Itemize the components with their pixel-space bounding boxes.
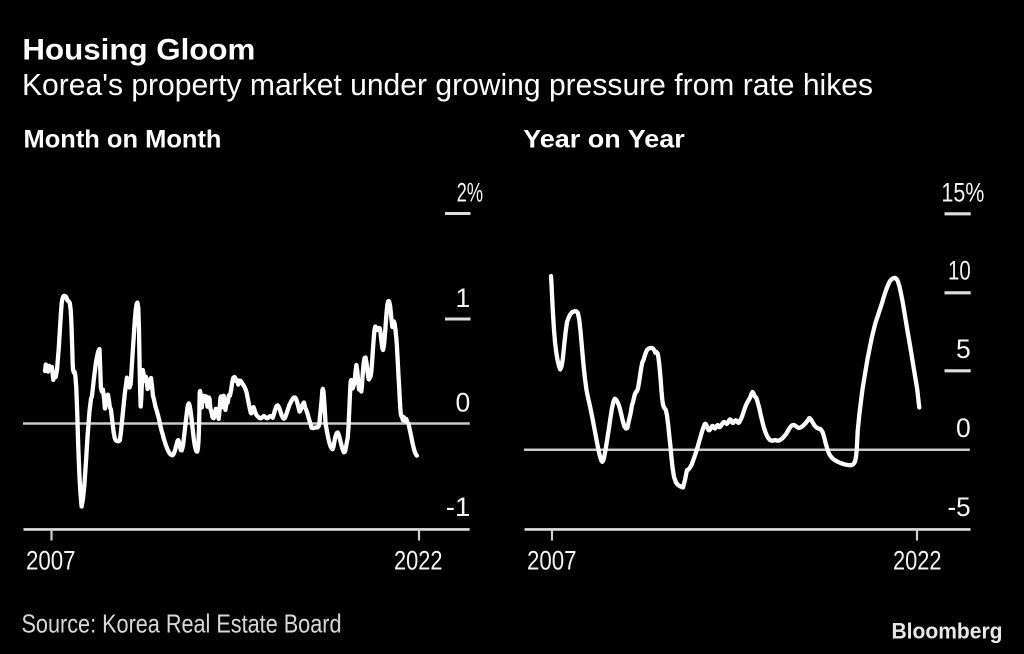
svg-text:2022: 2022 — [893, 545, 942, 575]
svg-text:2%: 2% — [457, 177, 484, 207]
svg-text:5: 5 — [956, 334, 971, 364]
svg-text:Month on Month: Month on Month — [24, 125, 222, 153]
svg-text:-5: -5 — [948, 492, 971, 522]
svg-text:1: 1 — [456, 283, 471, 313]
svg-text:2007: 2007 — [527, 545, 577, 575]
svg-text:2007: 2007 — [26, 545, 76, 575]
svg-text:Source: Korea Real Estate Boar: Source: Korea Real Estate Board — [22, 609, 342, 639]
svg-text:2022: 2022 — [394, 545, 443, 575]
svg-text:-1: -1 — [446, 492, 471, 522]
svg-text:Bloomberg: Bloomberg — [892, 618, 1003, 643]
svg-text:Korea's property market under: Korea's property market under growing pr… — [22, 67, 873, 102]
svg-text:0: 0 — [456, 387, 471, 417]
svg-text:15%: 15% — [941, 177, 984, 207]
svg-text:10: 10 — [948, 255, 971, 285]
svg-text:0: 0 — [956, 413, 971, 443]
svg-text:Housing Gloom: Housing Gloom — [22, 34, 255, 67]
svg-text:Year on Year: Year on Year — [523, 125, 685, 153]
